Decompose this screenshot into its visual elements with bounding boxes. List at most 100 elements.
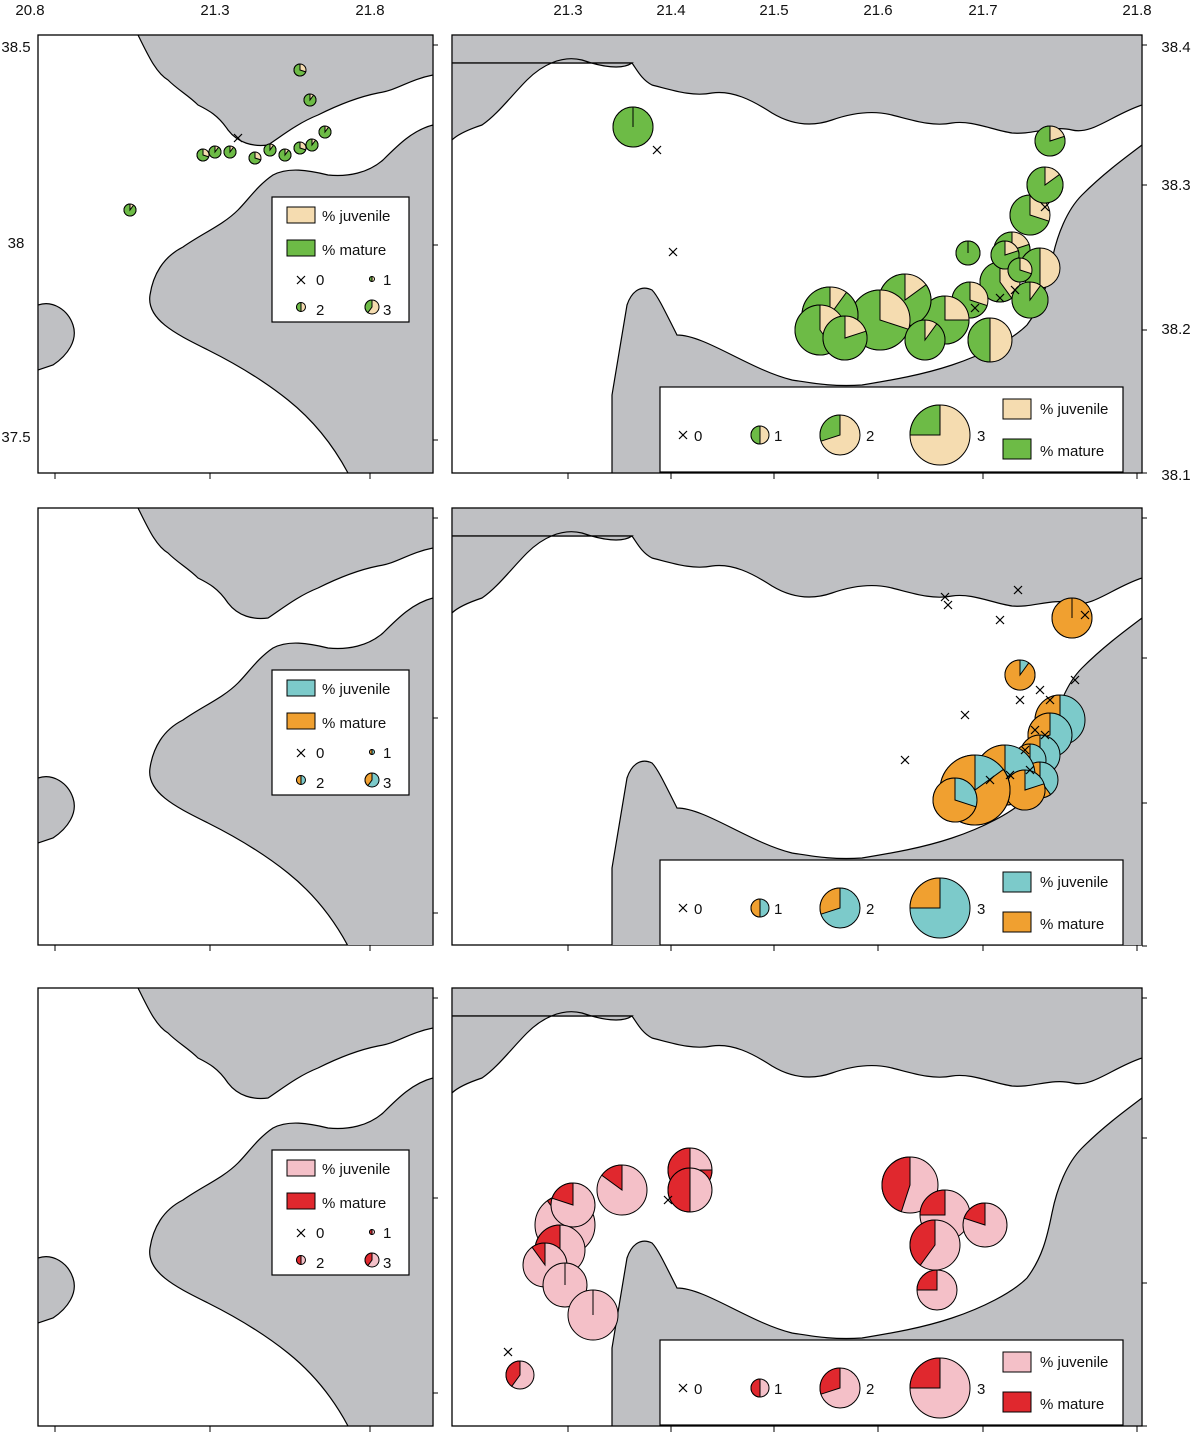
legend-count-3: 3 <box>383 302 391 319</box>
legend-mature-label: % mature <box>1040 443 1104 460</box>
large-legend: 0 1 2 3 % juvenile % mature <box>659 859 1124 946</box>
pie-mature-slice <box>919 1189 946 1216</box>
pie-marker <box>667 1167 713 1213</box>
large-map-panel-1: 0 1 2 3 % juvenile % mature <box>451 34 1147 479</box>
pie-marker <box>278 148 292 162</box>
legend-count-0: 0 <box>694 901 702 918</box>
pie-marker <box>955 240 981 266</box>
pie-mature-slice <box>932 777 977 823</box>
pie-marker <box>567 1289 619 1341</box>
pie-marker <box>596 1164 648 1216</box>
tick-lon-21-8: 21.8 <box>355 2 384 19</box>
pie-mature-slice <box>819 887 841 915</box>
legend-count-2: 2 <box>866 428 874 445</box>
tick-lat-38-1: 38.1 <box>1161 467 1190 484</box>
island-landmass <box>38 303 75 371</box>
legend-mature-swatch <box>1002 438 1032 460</box>
legend-pie-1 <box>369 748 375 756</box>
pie-marker <box>263 143 277 157</box>
legend-count-2: 2 <box>866 901 874 918</box>
legend-juvenile-swatch <box>1002 871 1032 893</box>
legend-pie-3 <box>364 1252 380 1268</box>
zero-catch-cross <box>943 600 953 610</box>
small-map-panel-1: % juvenile % mature 0 1 2 3 <box>37 34 438 479</box>
zero-catch-cross <box>678 1383 688 1393</box>
zero-catch-cross <box>296 1228 306 1238</box>
tick-lon-21-7-r: 21.7 <box>968 2 997 19</box>
large-map-panel-2: 0 1 2 3 % juvenile % mature <box>451 507 1147 951</box>
tick-lat-38-2: 38.2 <box>1161 321 1190 338</box>
legend-box <box>659 386 1124 473</box>
tick-lat-38-5: 38.5 <box>1 39 30 56</box>
zero-catch-cross <box>995 615 1005 625</box>
zero-catch-cross <box>985 775 995 785</box>
pie-marker <box>1034 125 1066 157</box>
legend-juvenile-swatch <box>1002 1351 1032 1373</box>
legend-pie-1 <box>750 898 770 918</box>
legend-juvenile-swatch <box>286 1159 316 1177</box>
pie-mature-slice <box>123 203 137 217</box>
pie-mature-slice <box>305 138 319 152</box>
zero-catch-cross <box>668 247 678 257</box>
pie-marker <box>305 138 319 152</box>
legend-pie-3 <box>909 1357 971 1419</box>
legend-mature-swatch <box>1002 911 1032 933</box>
island-landmass <box>38 1256 75 1324</box>
zero-catch-cross <box>1070 675 1080 685</box>
legend-mature-label: % mature <box>1040 1396 1104 1413</box>
pie-marker <box>208 145 222 159</box>
panels: % juvenile % mature 0 1 2 3 0 1 2 3 % juvenile % ma… <box>37 34 1147 1432</box>
legend-count-1: 1 <box>774 428 782 445</box>
zero-catch-cross <box>1015 695 1025 705</box>
pie-marker <box>1011 281 1049 319</box>
legend-count-3: 3 <box>977 428 985 445</box>
legend-pie-1 <box>369 275 375 283</box>
legend-count-1: 1 <box>774 901 782 918</box>
pie-mature-slice <box>750 425 761 445</box>
legend-pie-3 <box>909 404 971 466</box>
pie-marker <box>881 1156 939 1214</box>
legend-mature-label: % mature <box>322 242 386 259</box>
legend-mature-swatch <box>286 1192 316 1210</box>
top-axis-right: 21.3 21.4 21.5 21.6 21.7 21.8 <box>553 2 1151 19</box>
legend-juvenile-label: % juvenile <box>1040 1354 1108 1371</box>
pie-mature-slice <box>967 317 991 363</box>
pie-mature-slice <box>208 145 222 159</box>
tick-lon-21-3: 21.3 <box>200 2 229 19</box>
legend-count-0: 0 <box>316 272 324 289</box>
zero-catch-cross <box>1040 730 1050 740</box>
zero-catch-cross <box>503 1347 513 1357</box>
tick-lon-21-6-r: 21.6 <box>863 2 892 19</box>
pie-mature-slice <box>750 898 761 918</box>
legend-juvenile-swatch <box>286 206 316 224</box>
legend-pie-3 <box>909 877 971 939</box>
zero-catch-cross <box>663 1195 673 1205</box>
north-landmass <box>452 508 1142 607</box>
pie-marker <box>822 315 868 361</box>
legend-juvenile-swatch <box>286 679 316 697</box>
legend-pie-1 <box>369 1228 375 1236</box>
pie-marker <box>1004 769 1046 811</box>
pie-marker <box>293 63 307 77</box>
large-legend: 0 1 2 3 % juvenile % mature <box>659 1339 1124 1426</box>
legend-count-3: 3 <box>977 1381 985 1398</box>
legend-count-3: 3 <box>383 775 391 792</box>
left-axis: 38.5 38 37.5 <box>1 39 30 446</box>
zero-catch-cross <box>296 275 306 285</box>
tick-lat-38-3: 38.3 <box>1161 177 1190 194</box>
legend-count-2: 2 <box>316 775 324 792</box>
legend-juvenile-label: % juvenile <box>322 681 390 698</box>
legend-mature-swatch <box>286 712 316 730</box>
pie-marker <box>1051 597 1093 639</box>
pie-marker <box>1026 166 1064 204</box>
pie-mature-slice <box>296 774 302 786</box>
north-landmass <box>452 988 1142 1087</box>
small-map-panel-2: % juvenile % mature 0 1 2 3 <box>37 507 438 951</box>
pie-mature-slice <box>909 1357 941 1389</box>
north-landmass <box>137 35 433 147</box>
zero-catch-cross <box>1010 285 1020 295</box>
tick-lon-21-3-r: 21.3 <box>553 2 582 19</box>
legend-count-2: 2 <box>866 1381 874 1398</box>
zero-catch-cross <box>233 133 243 143</box>
